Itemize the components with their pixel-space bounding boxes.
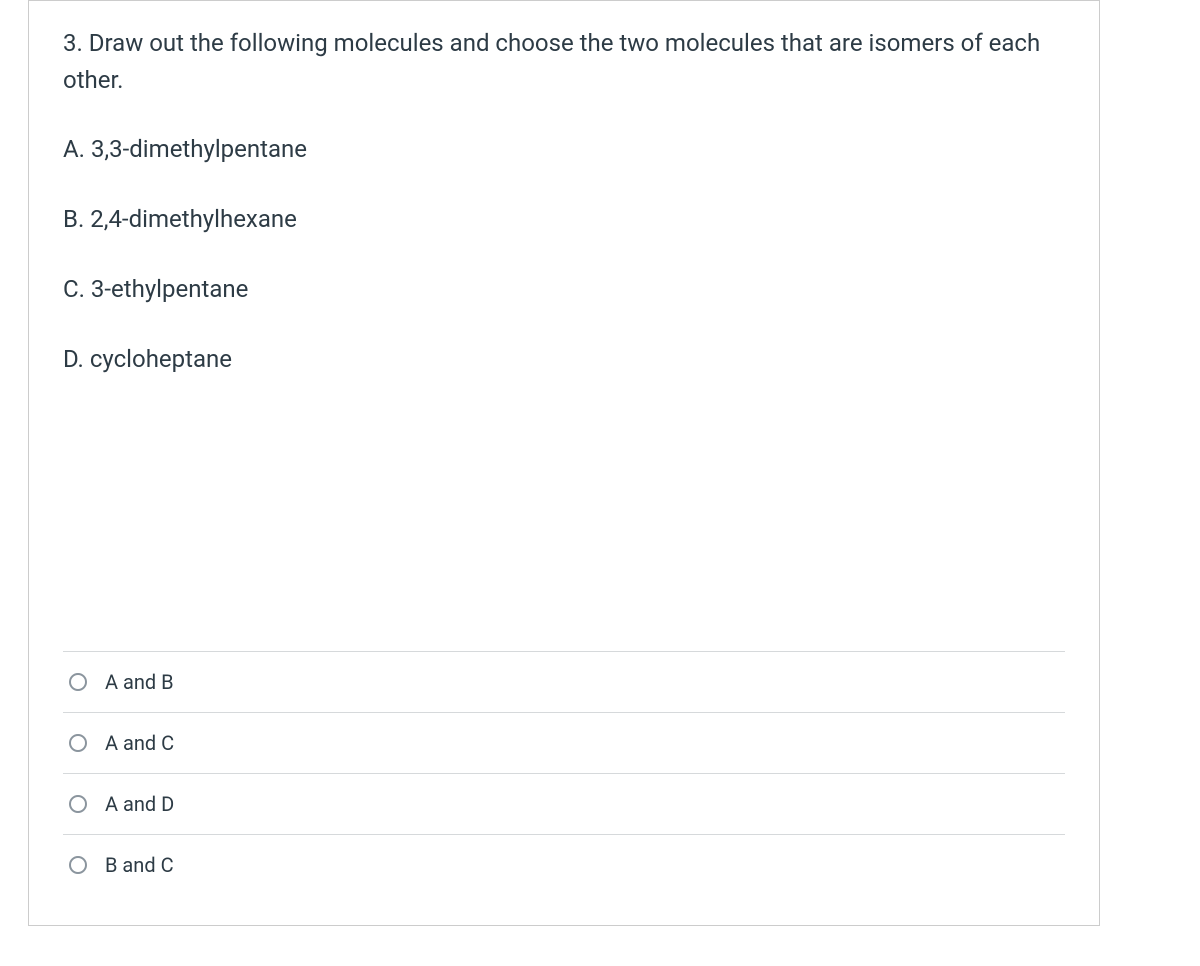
option-row-a-and-d[interactable]: A and D <box>63 774 1065 835</box>
question-container: 3. Draw out the following molecules and … <box>28 0 1100 926</box>
option-label: A and D <box>105 792 174 816</box>
option-label: A and C <box>105 731 174 755</box>
option-label: A and B <box>105 670 174 694</box>
question-item-c: C. 3-ethylpentane <box>63 271 1065 307</box>
radio-icon <box>69 795 87 813</box>
option-row-a-and-b[interactable]: A and B <box>63 652 1065 713</box>
question-prompt: 3. Draw out the following molecules and … <box>63 25 1065 99</box>
radio-icon <box>69 673 87 691</box>
question-item-a: A. 3,3-dimethylpentane <box>63 131 1065 167</box>
answer-options-list: A and B A and C A and D B and C <box>63 651 1065 895</box>
question-item-d: D. cycloheptane <box>63 341 1065 377</box>
option-row-a-and-c[interactable]: A and C <box>63 713 1065 774</box>
radio-icon <box>69 856 87 874</box>
question-item-b: B. 2,4-dimethylhexane <box>63 201 1065 237</box>
drawing-area-spacer <box>63 411 1065 651</box>
radio-icon <box>69 734 87 752</box>
option-row-b-and-c[interactable]: B and C <box>63 835 1065 895</box>
option-label: B and C <box>105 853 174 877</box>
